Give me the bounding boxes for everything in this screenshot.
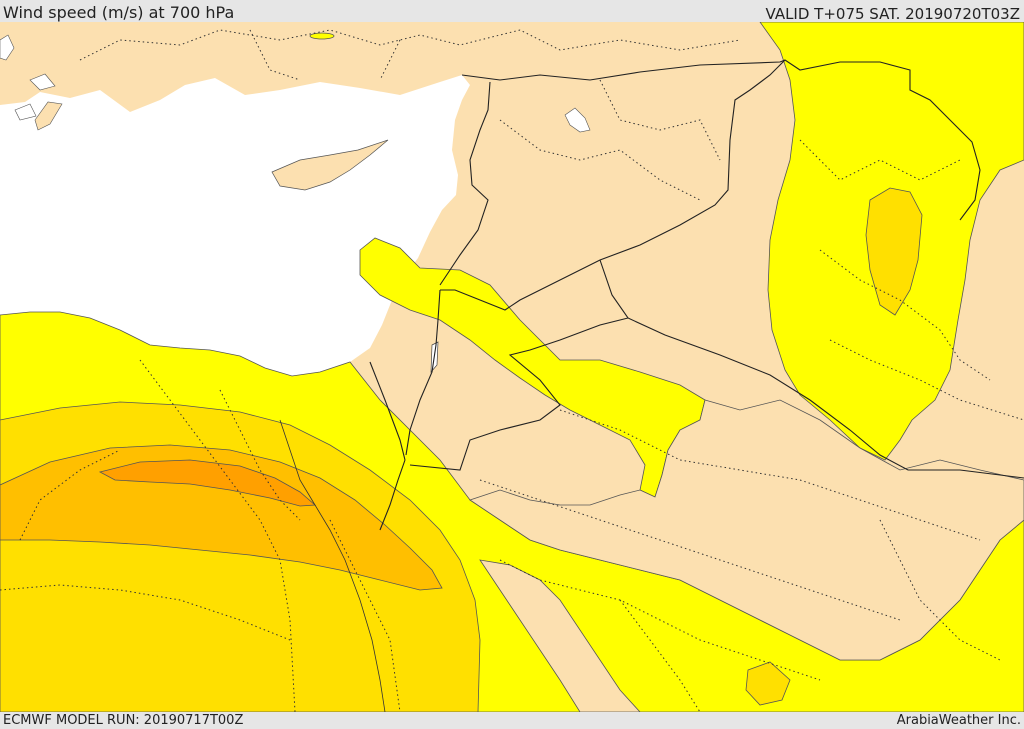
wind-band-3 (0, 444, 443, 591)
nile-river (279, 419, 386, 712)
credit-label: ArabiaWeather Inc. (896, 713, 1021, 728)
international-borders (369, 59, 1024, 531)
wind-band-2-iraq (865, 187, 923, 316)
wind-band-4 (98, 459, 316, 507)
lake-assad (564, 107, 591, 133)
aegean-islands (0, 34, 56, 121)
weather-map (0, 22, 1024, 712)
calm-pocket-arabia (469, 399, 1024, 661)
calm-pocket-red-sea-coast (479, 559, 641, 712)
model-run-label: ECMWF MODEL RUN: 20190717T00Z (3, 713, 244, 728)
footer-bar: ECMWF MODEL RUN: 20190717T00Z ArabiaWeat… (0, 712, 1024, 729)
rhodes-island (34, 101, 63, 131)
valid-time-label: VALID T+075 SAT. 20190720T03Z (765, 5, 1020, 23)
admin-borders (0, 29, 1024, 712)
map-title: Wind speed (m/s) at 700 hPa (3, 3, 235, 22)
mediterranean-sea (0, 75, 470, 376)
header-bar: Wind speed (m/s) at 700 hPa VALID T+075 … (0, 0, 1024, 23)
cyprus-island (271, 139, 389, 191)
wind-band-2-saudi (745, 661, 791, 706)
wind-blob-3 (309, 32, 335, 40)
